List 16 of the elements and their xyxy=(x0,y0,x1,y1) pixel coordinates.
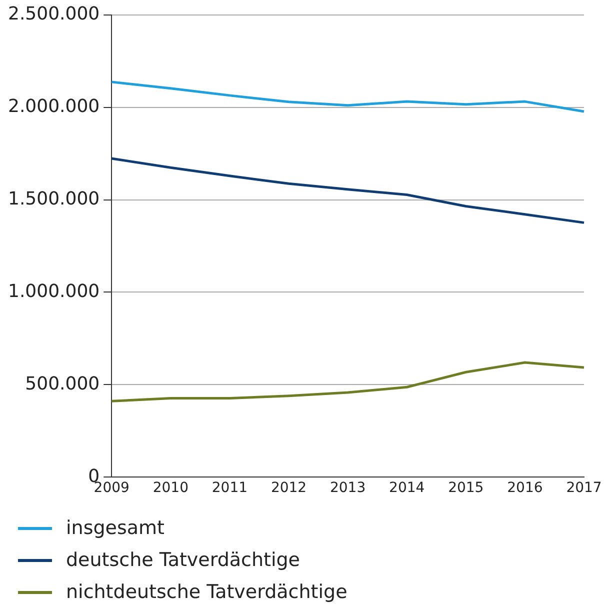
x-tick-label: 2014 xyxy=(389,480,425,496)
y-tick-label: 500.000 xyxy=(25,373,100,394)
x-tick-label: 2010 xyxy=(152,480,188,496)
x-tick-label: 2013 xyxy=(330,480,366,496)
x-tick-label: 2011 xyxy=(212,480,248,496)
y-tick-label: 1.500.000 xyxy=(8,188,100,210)
y-tick-label: 2.000.000 xyxy=(8,96,100,117)
y-tick-label: 1.000.000 xyxy=(8,280,100,302)
legend-label: insgesamt xyxy=(66,517,164,539)
legend-label: deutsche Tatverdächtige xyxy=(66,549,300,571)
y-tick-label: 2.500.000 xyxy=(8,3,100,24)
x-tick-label: 2017 xyxy=(566,480,602,496)
legend-label: nichtdeutsche Tatverdächtige xyxy=(66,581,348,603)
x-tick-label: 2012 xyxy=(270,480,307,496)
x-tick-label: 2015 xyxy=(448,480,484,496)
x-tick-label: 2016 xyxy=(507,480,543,496)
